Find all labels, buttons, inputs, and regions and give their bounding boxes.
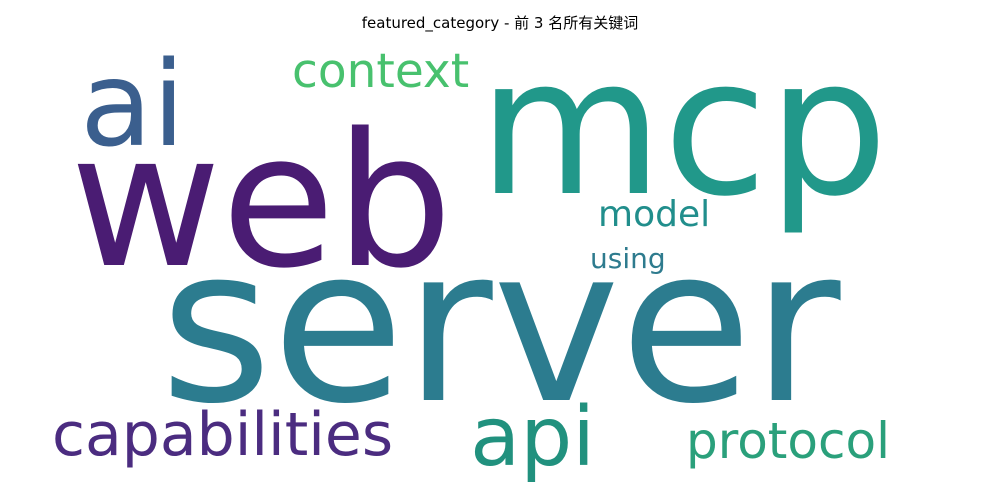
word-model: model [598,194,710,235]
word-using: using [590,242,666,275]
word-protocol: protocol [686,412,890,470]
word-capabilities: capabilities [52,400,393,470]
word-context: context [292,44,469,99]
word-ai: ai [80,35,185,173]
word-api: api [470,390,595,485]
